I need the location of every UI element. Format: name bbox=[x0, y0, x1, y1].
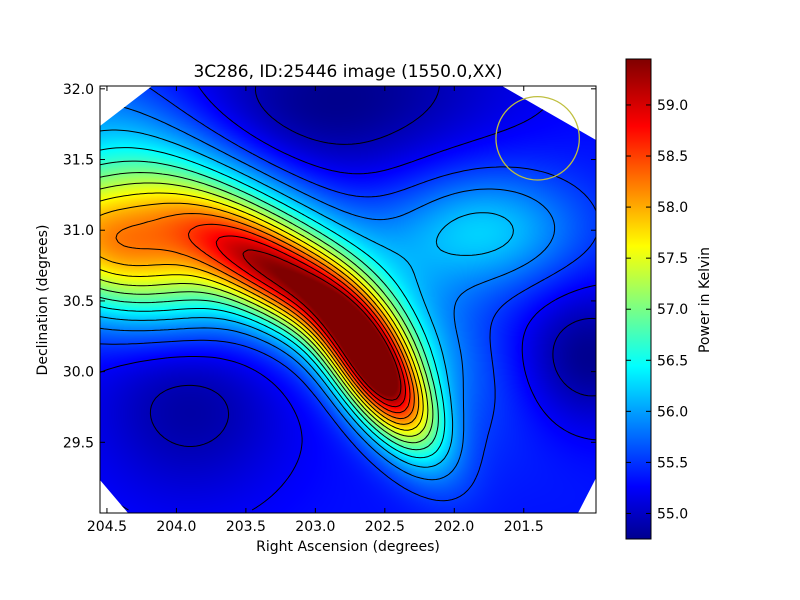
contour-line bbox=[242, 249, 402, 401]
chart-title: 3C286, ID:25446 image (1550.0,XX) bbox=[193, 62, 502, 82]
colorbar-tick-label: 57.5 bbox=[657, 251, 688, 267]
x-axis-label: Right Ascension (degrees) bbox=[256, 539, 440, 555]
colorbar-tick-label: 58.0 bbox=[657, 200, 688, 216]
y-axis-label: Declination (degrees) bbox=[35, 225, 51, 376]
colorbar-tick-label: 57.0 bbox=[657, 302, 688, 318]
beam-circle bbox=[495, 95, 580, 181]
y-tick-label: 29.5 bbox=[63, 435, 94, 451]
contour-line bbox=[115, 213, 415, 420]
y-axis-ticks: 29.5 30.0 30.5 31.0 31.5 32.0 bbox=[63, 82, 596, 451]
contour-line bbox=[187, 223, 411, 414]
x-tick-label: 203.0 bbox=[295, 519, 335, 535]
colorbar-tick-label: 55.5 bbox=[657, 455, 688, 471]
contour-line bbox=[100, 147, 446, 459]
x-tick-label: 204.0 bbox=[156, 519, 196, 535]
contour-line bbox=[100, 192, 424, 431]
x-tick-label: 202.5 bbox=[365, 519, 405, 535]
colorbar-label: Power in Kelvin bbox=[697, 247, 713, 353]
colorbar-tick-label: 59.0 bbox=[657, 98, 688, 114]
contour-line bbox=[100, 182, 429, 437]
colorbar-tick-label: 58.5 bbox=[657, 149, 688, 165]
contour-line bbox=[215, 235, 406, 408]
contour-line bbox=[100, 202, 420, 425]
colorbar-tick-label: 56.5 bbox=[657, 353, 688, 369]
x-tick-label: 202.0 bbox=[434, 519, 474, 535]
contour-line bbox=[100, 172, 434, 444]
y-tick-label: 31.5 bbox=[63, 153, 94, 169]
contour-line bbox=[100, 129, 514, 468]
contour-line bbox=[100, 160, 439, 451]
y-tick-label: 31.0 bbox=[63, 223, 94, 239]
colorbar-tick-label: 55.0 bbox=[657, 506, 688, 522]
contour-line bbox=[149, 86, 596, 447]
y-tick-label: 30.0 bbox=[63, 365, 94, 381]
x-axis-ticks: 204.5 204.0 203.5 203.0 202.5 202.0 201.5 bbox=[87, 86, 544, 535]
y-tick-label: 30.5 bbox=[63, 294, 94, 310]
colorbar-ticks: 55.0 55.5 56.0 56.5 57.0 57.5 58.0 58.5 59.0 bbox=[626, 98, 688, 522]
x-tick-label: 203.5 bbox=[226, 519, 266, 535]
plot-frame bbox=[99, 85, 597, 514]
x-tick-label: 204.5 bbox=[87, 519, 127, 535]
contour-lines bbox=[100, 86, 596, 511]
colorbar-tick-label: 56.0 bbox=[657, 404, 688, 420]
x-tick-label: 201.5 bbox=[504, 519, 544, 535]
y-tick-label: 32.0 bbox=[63, 82, 94, 98]
heatmap-raster bbox=[100, 86, 596, 513]
colorbar bbox=[625, 58, 652, 540]
